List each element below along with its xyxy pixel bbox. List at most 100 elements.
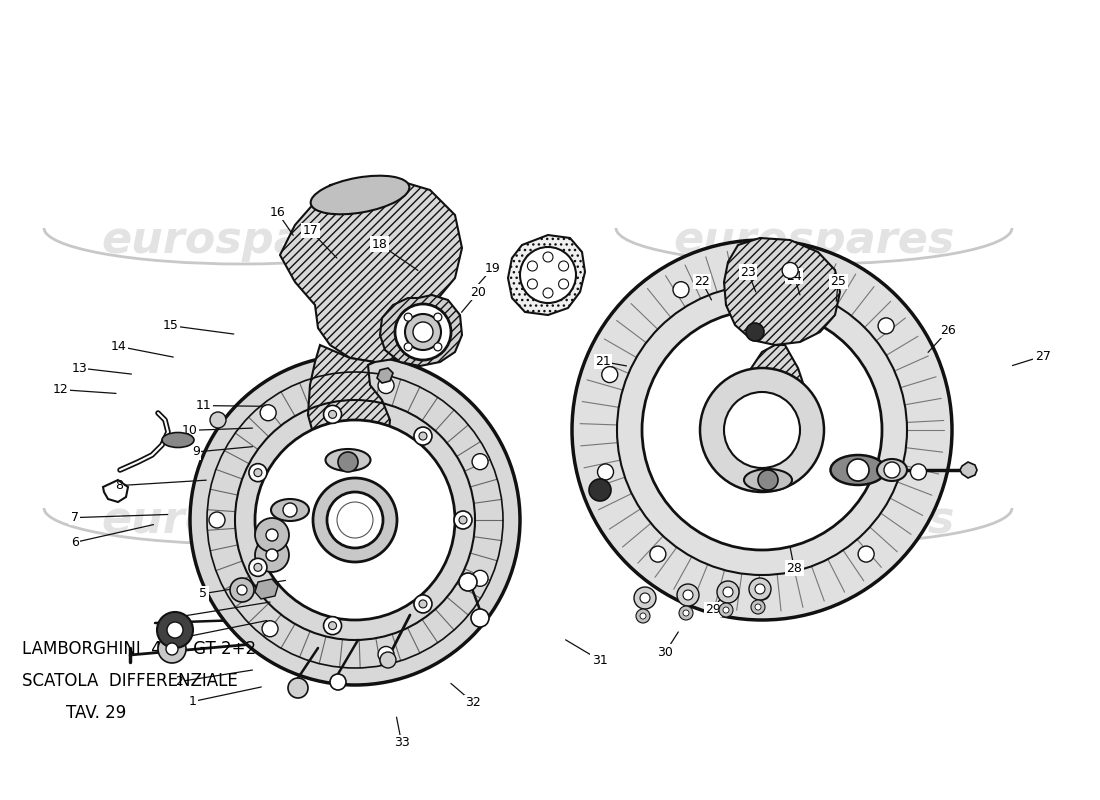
Circle shape [327, 492, 383, 548]
Circle shape [723, 587, 733, 597]
Circle shape [700, 368, 824, 492]
Circle shape [636, 609, 650, 623]
Text: 32: 32 [465, 696, 481, 709]
Circle shape [520, 247, 576, 303]
Text: 13: 13 [72, 362, 87, 374]
Circle shape [414, 427, 432, 445]
Text: LAMBORGHINI  400  GT 2+2: LAMBORGHINI 400 GT 2+2 [22, 640, 256, 658]
Text: eurospares: eurospares [673, 498, 955, 542]
Circle shape [378, 646, 394, 662]
Ellipse shape [877, 459, 908, 481]
Circle shape [283, 503, 297, 517]
Circle shape [323, 406, 341, 423]
Ellipse shape [271, 499, 309, 521]
Circle shape [249, 558, 267, 576]
Polygon shape [377, 368, 393, 383]
Circle shape [323, 617, 341, 634]
Circle shape [746, 323, 764, 341]
Circle shape [190, 355, 520, 685]
Text: 25: 25 [830, 275, 846, 288]
Text: 28: 28 [786, 562, 802, 574]
Circle shape [559, 279, 569, 289]
Text: 8: 8 [114, 479, 123, 492]
Circle shape [378, 378, 394, 394]
Ellipse shape [830, 455, 886, 485]
Text: eurospares: eurospares [101, 218, 383, 262]
Text: 23: 23 [740, 266, 756, 278]
Text: 4: 4 [169, 611, 178, 624]
Text: 7: 7 [70, 511, 79, 524]
Circle shape [527, 279, 538, 289]
Text: eurospares: eurospares [101, 498, 383, 542]
Text: 1: 1 [188, 695, 197, 708]
Circle shape [404, 343, 412, 351]
Circle shape [572, 240, 952, 620]
Text: 22: 22 [694, 275, 710, 288]
Text: 2: 2 [175, 675, 184, 688]
Circle shape [419, 432, 427, 440]
Circle shape [717, 581, 739, 603]
Circle shape [414, 595, 432, 613]
Polygon shape [379, 295, 462, 366]
Circle shape [676, 584, 698, 606]
Circle shape [261, 405, 276, 421]
Ellipse shape [326, 449, 371, 471]
Circle shape [433, 313, 442, 321]
Text: 21: 21 [595, 355, 610, 368]
Circle shape [209, 512, 226, 528]
Circle shape [543, 288, 553, 298]
Circle shape [236, 585, 248, 595]
Ellipse shape [744, 469, 792, 491]
Text: 18: 18 [372, 238, 387, 250]
Circle shape [472, 570, 488, 586]
Circle shape [166, 643, 178, 655]
Polygon shape [255, 579, 278, 599]
Circle shape [255, 420, 455, 620]
Polygon shape [724, 238, 840, 345]
Circle shape [329, 410, 337, 418]
Circle shape [634, 587, 656, 609]
Text: 15: 15 [163, 319, 178, 332]
Text: 16: 16 [270, 206, 285, 218]
Circle shape [543, 252, 553, 262]
Circle shape [330, 674, 346, 690]
Text: 19: 19 [485, 262, 501, 274]
Circle shape [559, 261, 569, 271]
Circle shape [157, 612, 192, 648]
Circle shape [262, 621, 278, 637]
Circle shape [650, 546, 666, 562]
Circle shape [288, 678, 308, 698]
Circle shape [266, 529, 278, 541]
Circle shape [723, 607, 729, 613]
Circle shape [911, 464, 926, 480]
Text: 31: 31 [592, 654, 607, 666]
Ellipse shape [310, 176, 409, 214]
Circle shape [158, 635, 186, 663]
Polygon shape [280, 178, 462, 362]
Circle shape [459, 516, 468, 524]
Text: 33: 33 [394, 736, 409, 749]
Circle shape [379, 652, 396, 668]
Circle shape [588, 479, 610, 501]
Circle shape [395, 304, 451, 360]
Circle shape [249, 464, 267, 482]
Circle shape [673, 282, 689, 298]
Circle shape [472, 454, 488, 470]
Circle shape [758, 470, 778, 490]
Text: 20: 20 [471, 286, 486, 298]
Text: 24: 24 [786, 270, 802, 282]
Circle shape [782, 262, 799, 278]
Circle shape [884, 462, 900, 478]
Circle shape [167, 622, 183, 638]
Circle shape [640, 613, 646, 619]
Circle shape [679, 606, 693, 620]
Polygon shape [960, 462, 977, 478]
Text: 9: 9 [191, 446, 200, 458]
Polygon shape [508, 235, 585, 315]
Circle shape [755, 604, 761, 610]
Ellipse shape [162, 433, 194, 447]
Text: 26: 26 [940, 324, 956, 337]
Circle shape [755, 584, 764, 594]
Circle shape [683, 610, 689, 616]
Circle shape [404, 313, 412, 321]
